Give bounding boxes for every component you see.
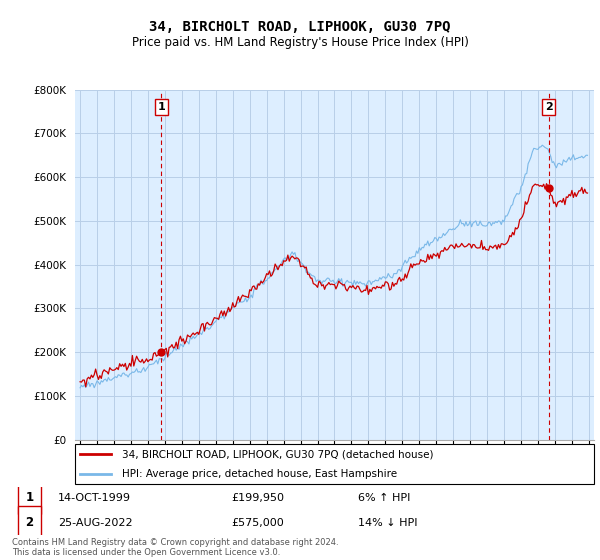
Text: 6% ↑ HPI: 6% ↑ HPI xyxy=(358,493,410,503)
Text: 2: 2 xyxy=(25,516,34,529)
Text: Contains HM Land Registry data © Crown copyright and database right 2024.
This d: Contains HM Land Registry data © Crown c… xyxy=(12,538,338,557)
Text: 34, BIRCHOLT ROAD, LIPHOOK, GU30 7PQ: 34, BIRCHOLT ROAD, LIPHOOK, GU30 7PQ xyxy=(149,20,451,34)
Text: 14-OCT-1999: 14-OCT-1999 xyxy=(58,493,131,503)
Text: 14% ↓ HPI: 14% ↓ HPI xyxy=(358,518,417,528)
Text: £575,000: £575,000 xyxy=(231,518,284,528)
Text: HPI: Average price, detached house, East Hampshire: HPI: Average price, detached house, East… xyxy=(122,469,397,479)
Text: 25-AUG-2022: 25-AUG-2022 xyxy=(58,518,133,528)
Text: 1: 1 xyxy=(25,491,34,504)
Text: 2: 2 xyxy=(545,102,553,112)
Text: Price paid vs. HM Land Registry's House Price Index (HPI): Price paid vs. HM Land Registry's House … xyxy=(131,36,469,49)
Text: £199,950: £199,950 xyxy=(231,493,284,503)
FancyBboxPatch shape xyxy=(18,506,41,540)
Text: 34, BIRCHOLT ROAD, LIPHOOK, GU30 7PQ (detached house): 34, BIRCHOLT ROAD, LIPHOOK, GU30 7PQ (de… xyxy=(122,449,433,459)
FancyBboxPatch shape xyxy=(18,481,41,514)
Text: 1: 1 xyxy=(157,102,165,112)
